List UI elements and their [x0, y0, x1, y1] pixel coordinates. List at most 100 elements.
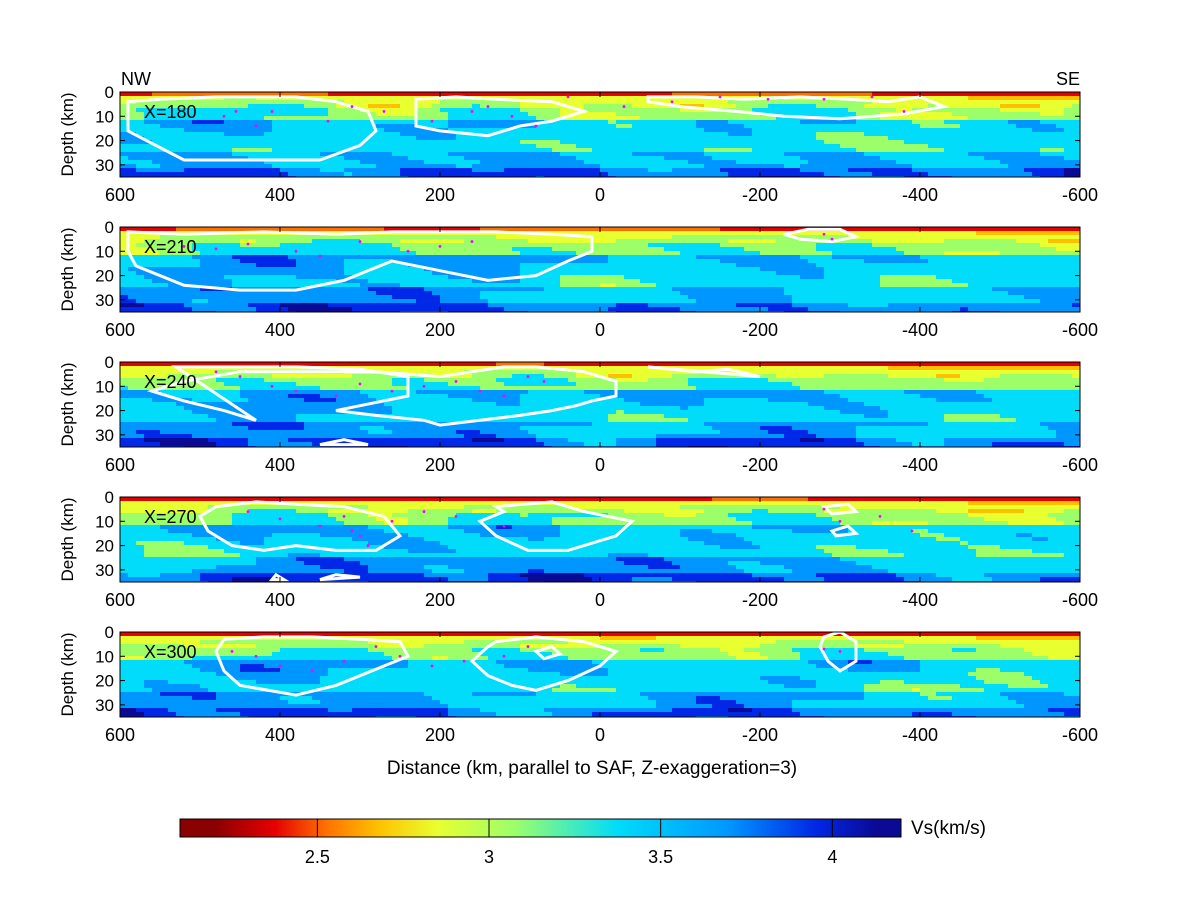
event-point — [358, 240, 362, 243]
colorbar-tick-label: 4 — [827, 847, 837, 867]
region-outline — [646, 95, 950, 121]
event-point — [422, 510, 426, 513]
velocity-field — [120, 632, 1080, 717]
panel-2: 600 400 200 0 -200 -400 -600 0 10 20 30 Depth (km) X… — [58, 218, 1098, 340]
event-point — [366, 544, 370, 547]
x-tick-label: 200 — [425, 320, 455, 340]
se-label: SE — [1056, 69, 1080, 89]
y-tick-label: 0 — [105, 83, 114, 102]
x-tick-label: -600 — [1062, 455, 1098, 475]
velocity-field — [120, 227, 1080, 312]
colorbar-label: Vs(km/s) — [911, 818, 986, 839]
event-point — [822, 507, 826, 511]
x-tick-label: -400 — [902, 455, 938, 475]
event-point — [838, 650, 842, 653]
event-point — [470, 240, 474, 243]
event-point — [878, 515, 882, 518]
event-point — [342, 659, 346, 663]
colorbar-tick-label: 3 — [484, 847, 494, 867]
event-point — [310, 669, 314, 673]
event-point — [766, 97, 770, 101]
colorbar-tick-label: 2.5 — [305, 847, 330, 867]
event-point — [278, 517, 282, 521]
region-outline — [214, 635, 411, 697]
y-tick-label: 0 — [105, 353, 114, 372]
y-tick-label: 20 — [95, 672, 114, 691]
event-point — [438, 245, 442, 248]
event-point — [566, 95, 570, 99]
x-tick-label: 600 — [105, 455, 135, 475]
x-tick-label: -200 — [742, 455, 778, 475]
panel-label: X=210 — [144, 237, 197, 257]
event-point — [374, 645, 378, 648]
velocity-field — [120, 497, 1080, 582]
event-point — [390, 519, 394, 523]
event-point — [502, 394, 506, 398]
x-tick-label: 200 — [425, 455, 455, 475]
event-point — [454, 515, 458, 518]
event-point — [502, 524, 506, 528]
y-tick-label: 20 — [95, 402, 114, 421]
region-outline — [319, 573, 361, 582]
event-point — [358, 534, 362, 538]
event-point — [478, 389, 482, 393]
y-tick-label: 30 — [95, 156, 114, 175]
x-tick-label: -400 — [902, 590, 938, 610]
event-point — [502, 654, 506, 658]
event-point — [542, 380, 546, 383]
x-tick-label: 600 — [105, 725, 135, 745]
x-tick-label: 0 — [595, 320, 605, 340]
panel-3: 600 400 200 0 -200 -400 -600 0 10 20 30 Depth (km) X… — [58, 353, 1098, 475]
y-tick-label: 10 — [95, 107, 114, 126]
region-outline — [829, 524, 860, 538]
y-tick-label: 30 — [95, 696, 114, 715]
y-tick-label: 10 — [95, 512, 114, 531]
x-tick-label: -200 — [742, 185, 778, 205]
y-axis-label: Depth (km) — [58, 497, 77, 581]
y-axis-label: Depth (km) — [58, 227, 77, 311]
region-outline — [146, 365, 618, 427]
region-outline — [477, 500, 636, 552]
region-outline — [469, 635, 619, 692]
y-tick-label: 10 — [95, 647, 114, 666]
colorbar-ramp — [179, 818, 902, 838]
event-point — [462, 659, 466, 663]
panel-label: X=300 — [144, 642, 197, 662]
event-point — [350, 529, 354, 533]
x-tick-label: -400 — [902, 185, 938, 205]
x-tick-label: 600 — [105, 185, 135, 205]
x-tick-label: -400 — [902, 725, 938, 745]
x-tick-label: -200 — [742, 725, 778, 745]
event-point — [334, 394, 338, 398]
panel-label: X=270 — [144, 507, 197, 527]
event-point — [830, 237, 834, 241]
region-outline — [197, 500, 403, 552]
colorbar: 2.5 3 3.5 4 Vs(km/s) — [179, 818, 986, 867]
region-outline — [647, 365, 761, 379]
event-point — [326, 119, 330, 123]
event-point — [430, 119, 434, 123]
event-point — [318, 524, 322, 528]
colorbar-tick-label: 3.5 — [648, 847, 673, 867]
event-point — [342, 515, 346, 518]
event-point — [902, 110, 906, 113]
event-point — [214, 370, 218, 374]
y-tick-label: 20 — [95, 267, 114, 286]
x-tick-label: -600 — [1062, 185, 1098, 205]
event-point — [534, 124, 538, 128]
y-axis-label: Depth (km) — [58, 92, 77, 176]
y-tick-label: 0 — [105, 218, 114, 237]
x-tick-label: 400 — [265, 185, 295, 205]
event-point — [390, 389, 394, 393]
x-tick-label: 0 — [595, 185, 605, 205]
x-tick-label: 600 — [105, 590, 135, 610]
event-point — [270, 110, 274, 113]
event-point — [510, 114, 514, 118]
event-point — [718, 95, 722, 99]
y-tick-label: 30 — [95, 561, 114, 580]
event-point — [246, 242, 250, 246]
panel-label: X=240 — [144, 372, 197, 392]
event-point — [454, 380, 458, 383]
